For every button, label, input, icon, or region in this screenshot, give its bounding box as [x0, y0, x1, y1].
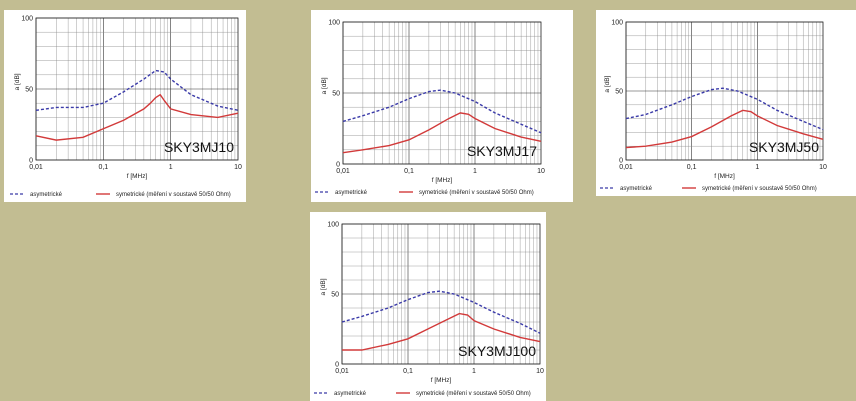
legend-label-asymetricke: asymetrické	[334, 391, 367, 397]
legend: asymetrické symetrické (měření v soustavě…	[10, 192, 231, 198]
legend-label-symetricke: symetrické (měření v soustavě 50/50 Ohm)	[419, 190, 534, 196]
legend: asymetrické symetrické (měření v soustavě…	[314, 391, 531, 397]
x-tick-label: 10	[537, 168, 545, 175]
x-tick-label: 0,1	[98, 164, 108, 171]
legend-label-asymetricke: asymetrické	[30, 192, 63, 198]
y-tick-label: 50	[331, 292, 339, 299]
y-tick-label: 100	[611, 20, 623, 27]
x-tick-label: 1	[169, 164, 173, 171]
series-line-symetricke	[342, 112, 542, 154]
x-tick-label: 1	[755, 164, 759, 171]
y-tick-label: 0	[336, 162, 340, 169]
chart-panel-sky3mj17: 0 50 100 0,01 0,1 1 10 f [MHz] a [dB] SKY3MJ17 asy…	[311, 10, 573, 202]
x-axis-label: f [MHz]	[127, 173, 148, 180]
y-axis-label: a [dB]	[320, 278, 327, 295]
y-tick-label: 0	[29, 158, 33, 165]
x-tick-label: 0,01	[336, 168, 350, 175]
chart-panel-sky3mj50: 0 50 100 0,01 0,1 1 10 f [MHz] a [dB] SKY3MJ50 asy…	[596, 10, 856, 196]
chart-title: SKY3MJ50	[749, 139, 819, 155]
chart-svg: 0 50 100 0,01 0,1 1 10 f [MHz] a [dB] SKY3MJ100 as…	[314, 222, 544, 397]
y-axis-label: a [dB]	[604, 75, 611, 92]
series-line-symetricke	[35, 93, 239, 141]
series-line-asymetricke	[341, 290, 541, 334]
series-line-symetricke	[342, 312, 541, 351]
x-axis-label: f [MHz]	[431, 377, 452, 384]
legend-label-asymetricke: asymetrické	[335, 190, 368, 196]
legend: asymetrické symetrické (měření v soustavě…	[600, 186, 817, 192]
legend-label-symetricke: symetrické (měření v soustavě 50/50 Ohm)	[116, 192, 231, 198]
y-tick-label: 100	[327, 222, 339, 229]
y-axis-label: a [dB]	[321, 77, 328, 94]
series-line-asymetricke	[35, 69, 239, 111]
chart-panel-sky3mj10: 0 50 100 0,01 0,1 1 10 f [MHz] a [dB] SKY3MJ10 asy…	[4, 10, 246, 202]
x-tick-label: 0,1	[404, 168, 414, 175]
y-tick-label: 100	[328, 20, 340, 27]
y-tick-label: 100	[21, 16, 33, 23]
x-tick-label: 10	[819, 164, 827, 171]
y-tick-label: 0	[619, 158, 623, 165]
chart-svg: 0 50 100 0,01 0,1 1 10 f [MHz] a [dB] SKY3MJ17 asy…	[315, 20, 545, 196]
chart-svg: 0 50 100 0,01 0,1 1 10 f [MHz] a [dB] SKY3MJ50 asy…	[600, 20, 827, 192]
x-tick-label: 10	[536, 368, 544, 375]
chart-title: SKY3MJ17	[467, 143, 537, 159]
plot-frame	[625, 21, 824, 161]
x-axis-label: f [MHz]	[432, 177, 453, 184]
chart-title: SKY3MJ10	[164, 139, 234, 155]
x-tick-label: 0,01	[29, 164, 43, 171]
chart-title: SKY3MJ100	[458, 343, 536, 359]
x-tick-label: 1	[473, 168, 477, 175]
plot-frame	[342, 21, 542, 165]
x-tick-label: 10	[234, 164, 242, 171]
x-tick-label: 1	[472, 368, 476, 375]
x-tick-label: 0,1	[687, 164, 697, 171]
x-tick-label: 0,01	[335, 368, 349, 375]
series-line-asymetricke	[342, 89, 542, 134]
legend: asymetrické symetrické (měření v soustavě…	[315, 190, 534, 196]
series-line-asymetricke	[625, 87, 824, 131]
plot-frame	[35, 17, 239, 161]
y-tick-label: 50	[25, 87, 33, 94]
legend-label-symetricke: symetrické (měření v soustavě 50/50 Ohm)	[702, 186, 817, 192]
x-tick-label: 0,01	[619, 164, 633, 171]
x-tick-label: 0,1	[403, 368, 413, 375]
legend-label-symetricke: symetrické (měření v soustavě 50/50 Ohm)	[416, 391, 531, 397]
y-tick-label: 0	[335, 362, 339, 369]
y-axis-label: a [dB]	[14, 73, 21, 90]
plot-frame	[341, 223, 541, 365]
y-tick-label: 50	[332, 91, 340, 98]
legend-label-asymetricke: asymetrické	[620, 186, 653, 192]
chart-panel-sky3mj100: 0 50 100 0,01 0,1 1 10 f [MHz] a [dB] SKY3MJ100 as…	[310, 212, 546, 401]
chart-svg: 0 50 100 0,01 0,1 1 10 f [MHz] a [dB] SKY3MJ10 asy…	[10, 16, 242, 198]
x-axis-label: f [MHz]	[714, 173, 735, 180]
series-line-symetricke	[625, 109, 824, 149]
y-tick-label: 50	[615, 89, 623, 96]
